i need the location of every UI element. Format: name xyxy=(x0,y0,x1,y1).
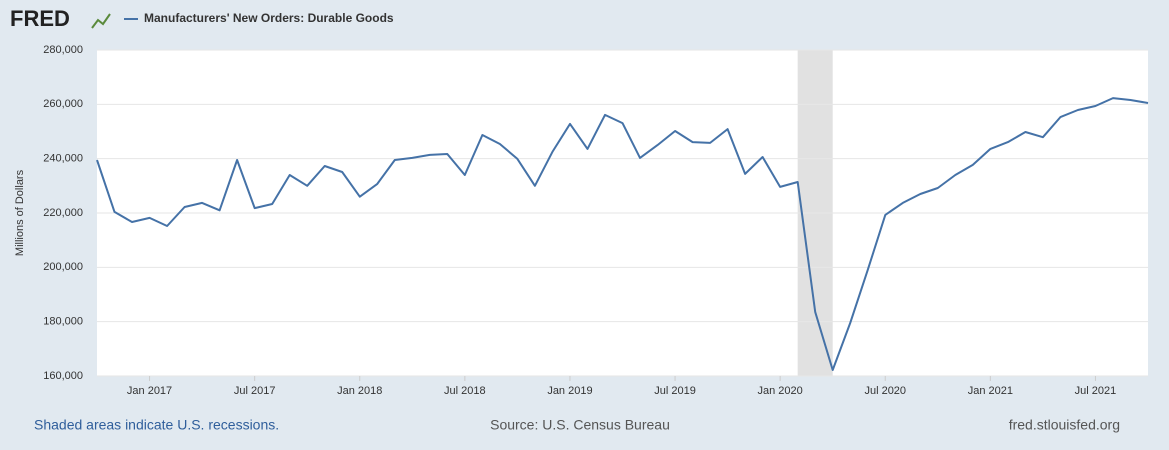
x-tick-label: Jul 2020 xyxy=(864,385,906,397)
source: Source: U.S. Census Bureau xyxy=(490,417,670,433)
x-tick-label: Jan 2019 xyxy=(547,385,592,397)
brand-logo: FRED xyxy=(10,6,70,31)
x-tick-label: Jul 2018 xyxy=(444,385,486,397)
x-tick-label: Jan 2021 xyxy=(968,385,1013,397)
y-tick-label: 180,000 xyxy=(43,316,83,328)
x-tick-label: Jul 2017 xyxy=(234,385,276,397)
y-tick-label: 200,000 xyxy=(43,261,83,273)
x-tick-label: Jan 2020 xyxy=(758,385,803,397)
y-tick-label: 260,000 xyxy=(43,98,83,110)
x-tick-label: Jul 2021 xyxy=(1075,385,1117,397)
y-tick-label: 280,000 xyxy=(43,44,83,56)
x-tick-label: Jul 2019 xyxy=(654,385,696,397)
series-line xyxy=(96,97,1149,371)
y-tick-label: 220,000 xyxy=(43,207,83,219)
x-tick-label: Jan 2017 xyxy=(127,385,172,397)
recession-note: Shaded areas indicate U.S. recessions. xyxy=(34,417,279,433)
legend-label: Manufacturers' New Orders: Durable Goods xyxy=(144,11,394,25)
x-tick-label: Jan 2018 xyxy=(337,385,382,397)
y-tick-label: 240,000 xyxy=(43,153,83,165)
site: fred.stlouisfed.org xyxy=(1009,417,1120,433)
y-tick-label: 160,000 xyxy=(43,370,83,382)
logo-icon xyxy=(91,13,111,29)
y-axis-label: Millions of Dollars xyxy=(14,169,26,256)
